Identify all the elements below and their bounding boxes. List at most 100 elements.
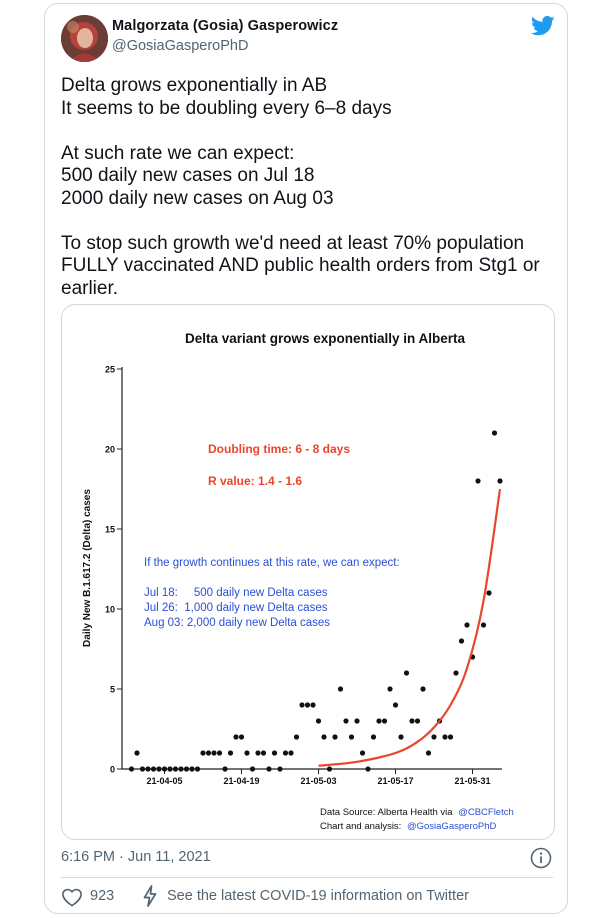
data-point (453, 670, 459, 676)
x-tick-label: 21-05-31 (454, 776, 490, 786)
data-point (447, 734, 454, 740)
data-point (315, 718, 322, 724)
chart-title: Delta variant grows exponentially in Alb… (185, 331, 466, 346)
author-name[interactable]: Malgorzata (Gosia) Gasperowicz (112, 18, 339, 34)
data-point (156, 766, 162, 772)
data-point (425, 750, 432, 756)
data-point (475, 478, 481, 484)
data-point (244, 750, 250, 756)
data-point (266, 766, 272, 772)
forecast-line: Jul 26: 1,000 daily new Delta cases (144, 602, 328, 614)
tweet-card[interactable]: Malgorzata (Gosia) Gasperowicz @GosiaGas… (44, 3, 568, 914)
x-tick-label: 21-04-19 (223, 776, 259, 786)
covid-info-link[interactable]: See the latest COVID-19 information on T… (167, 888, 469, 904)
data-point (304, 702, 311, 708)
x-tick-label: 21-04-05 (146, 776, 182, 786)
x-tick-label: 21-05-17 (377, 776, 413, 786)
r-value-annotation: R value: 1.4 - 1.6 (208, 474, 302, 488)
data-point (161, 766, 168, 772)
data-point (178, 766, 184, 772)
data-point (150, 766, 157, 772)
data-point (139, 766, 146, 772)
data-source-note: Data Source: Alberta Health via @CBCFlet… (320, 807, 514, 818)
data-point (497, 478, 503, 484)
y-tick-label: 0 (110, 765, 115, 775)
data-point (398, 734, 404, 740)
twitter-bird-icon[interactable] (531, 16, 555, 36)
avatar-image (61, 15, 108, 62)
tweet-paragraph: To stop such growth we'd need at least 7… (61, 232, 540, 299)
data-point (326, 766, 333, 772)
tweet-paragraph: Delta grows exponentially in AB It seems… (61, 75, 392, 119)
y-tick-label: 20 (105, 445, 115, 455)
data-point (205, 750, 212, 756)
tweet-paragraph: At such rate we can expect: 500 daily ne… (61, 142, 334, 209)
data-point (293, 734, 300, 740)
data-point (491, 430, 498, 436)
y-tick-label: 25 (105, 365, 115, 375)
analysis-note: Chart and analysis: @GosiaGasperoPhD (320, 821, 496, 832)
data-point (387, 686, 393, 692)
data-point (464, 622, 470, 628)
y-tick-label: 10 (105, 605, 115, 615)
x-tick-label: 21-05-03 (300, 776, 336, 786)
data-point (260, 750, 267, 756)
data-point (271, 750, 278, 756)
data-point (145, 766, 151, 772)
data-point (370, 734, 377, 740)
info-icon[interactable] (530, 847, 552, 869)
data-point (282, 750, 289, 756)
tweet-timestamp[interactable]: 6:16 PM · Jun 11, 2021 (61, 849, 211, 865)
tweet-text: Delta grows exponentially in AB It seems… (61, 75, 556, 323)
data-point (442, 734, 448, 740)
data-point (277, 766, 283, 772)
data-point (167, 766, 173, 772)
lightning-bolt-icon[interactable] (142, 885, 158, 907)
y-tick-label: 5 (110, 685, 115, 695)
divider (61, 877, 553, 878)
analysis-handle: @GosiaGasperoPhD (407, 821, 497, 832)
data-point (343, 718, 349, 724)
doubling-annotation: Doubling time: 6 - 8 days (208, 442, 350, 456)
data-point (299, 702, 305, 708)
data-point (414, 718, 421, 724)
data-point (134, 750, 140, 756)
forecast-intro: If the growth continues at this rate, we… (144, 557, 400, 569)
data-point (189, 766, 195, 772)
data-point (172, 766, 179, 772)
data-point (211, 750, 217, 756)
data-point (392, 702, 399, 708)
author-handle[interactable]: @GosiaGasperoPhD (112, 38, 249, 54)
data-point (238, 734, 245, 740)
data-point (359, 750, 366, 756)
avatar[interactable] (61, 15, 108, 62)
data-point (337, 686, 344, 692)
data-point (431, 734, 437, 740)
data-point (348, 734, 355, 740)
data-point (183, 766, 190, 772)
like-count[interactable]: 923 (90, 888, 115, 904)
data-point (420, 686, 426, 692)
data-point (381, 718, 388, 724)
y-ticks: 0 5 10 15 20 25 (105, 365, 122, 775)
source-label: Data Source: Alberta Health via (320, 807, 453, 818)
data-point (332, 734, 338, 740)
data-point (480, 622, 487, 628)
data-point (200, 750, 206, 756)
data-point (354, 718, 360, 724)
data-points (128, 430, 503, 772)
tweet-image[interactable]: Delta variant grows exponentially in Alb… (61, 304, 555, 840)
data-point (310, 702, 316, 708)
data-point (249, 766, 256, 772)
data-point (194, 766, 201, 772)
heart-icon[interactable] (61, 887, 83, 907)
data-point (365, 766, 371, 772)
forecast-line: Jul 18: 500 daily new Delta cases (144, 587, 328, 599)
data-point (486, 590, 492, 596)
data-point (376, 718, 382, 724)
data-point (233, 734, 239, 740)
source-handle: @CBCFletch (458, 807, 514, 818)
trend-line (318, 488, 502, 767)
analysis-label: Chart and analysis: (320, 821, 401, 832)
delta-chart: Delta variant grows exponentially in Alb… (82, 331, 514, 832)
